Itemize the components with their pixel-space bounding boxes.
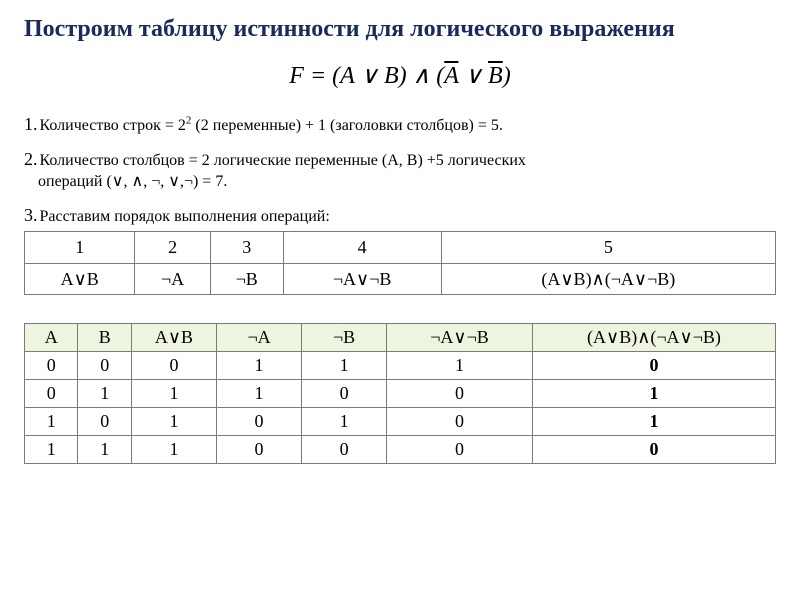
truth-cell: 1 — [78, 435, 131, 463]
step2-num: 2. — [24, 149, 38, 169]
step2-text-a: Количество столбцов = 2 логические перем… — [40, 152, 526, 169]
ops-cell: 5 — [441, 232, 775, 263]
formula-a: A — [340, 63, 354, 89]
formula-or: ∨ — [360, 63, 378, 89]
truth-cell: 0 — [25, 351, 78, 379]
steps-list: 1.Количество строк = 2 2 (2 переменные) +… — [24, 112, 776, 295]
truth-result-cell: 1 — [532, 407, 775, 435]
page-title: Построим таблицу истинности для логическ… — [24, 16, 776, 43]
truth-row: 1 0 1 0 1 0 1 — [25, 407, 776, 435]
truth-cell: 0 — [78, 407, 131, 435]
truth-cell: 0 — [387, 435, 533, 463]
step-3: 3.Расставим порядок выполнения операций:… — [24, 203, 776, 295]
truth-header: ¬A — [217, 323, 302, 351]
truth-header: ¬B — [302, 323, 387, 351]
step2-text-b: операций (∨, ∧, ¬, ∨,¬) = 7. — [24, 171, 776, 193]
ops-cell: A∨B — [25, 263, 135, 294]
step3-num: 3. — [24, 205, 38, 225]
truth-row: 1 1 1 0 0 0 0 — [25, 435, 776, 463]
truth-cell: 0 — [78, 351, 131, 379]
truth-cell: 0 — [387, 407, 533, 435]
truth-cell: 1 — [131, 407, 216, 435]
truth-cell: 1 — [302, 407, 387, 435]
ops-row-1: 1 2 3 4 5 — [25, 232, 776, 263]
truth-cell: 0 — [302, 379, 387, 407]
truth-cell: 1 — [131, 379, 216, 407]
truth-cell: 1 — [25, 435, 78, 463]
truth-result-cell: 1 — [532, 379, 775, 407]
step1-num: 1. — [24, 114, 38, 134]
truth-cell: 1 — [25, 407, 78, 435]
formula-b: B — [384, 63, 399, 89]
truth-cell: 1 — [217, 351, 302, 379]
truth-header: B — [78, 323, 131, 351]
truth-cell: 1 — [302, 351, 387, 379]
truth-cell: 0 — [217, 435, 302, 463]
operations-order-table: 1 2 3 4 5 A∨B ¬A ¬B ¬A∨¬B (A∨B)∧(¬A∨¬B) — [24, 231, 776, 295]
step-2: 2.Количество столбцов = 2 логические пер… — [24, 147, 776, 193]
formula-rp: ) — [399, 63, 407, 89]
truth-table: A B A∨B ¬A ¬B ¬A∨¬B (A∨B)∧(¬A∨¬B) 0 0 0 … — [24, 323, 776, 464]
ops-row-2: A∨B ¬A ¬B ¬A∨¬B (A∨B)∧(¬A∨¬B) — [25, 263, 776, 294]
formula-rp2: ) — [503, 63, 511, 89]
ops-cell: 3 — [210, 232, 283, 263]
formula-lhs: F — [289, 63, 304, 89]
ops-cell: ¬A — [135, 263, 210, 294]
ops-cell: 4 — [283, 232, 441, 263]
formula-abar: A — [444, 63, 458, 89]
truth-cell: 0 — [25, 379, 78, 407]
truth-row: 0 1 1 1 0 0 1 — [25, 379, 776, 407]
formula-eq: = — [310, 63, 326, 89]
truth-result-cell: 0 — [532, 351, 775, 379]
step3-text: Расставим порядок выполнения операций: — [40, 208, 330, 225]
ops-cell: (A∨B)∧(¬A∨¬B) — [441, 263, 775, 294]
truth-cell: 0 — [217, 407, 302, 435]
truth-cell: 1 — [78, 379, 131, 407]
formula: F = (A ∨ B) ∧ (A ∨ B) — [24, 61, 776, 90]
truth-header: ¬A∨¬B — [387, 323, 533, 351]
formula-bbar: B — [488, 63, 503, 89]
ops-cell: 2 — [135, 232, 210, 263]
truth-cell: 1 — [387, 351, 533, 379]
truth-cell: 1 — [131, 435, 216, 463]
step1-text-b: (2 переменные) + 1 (заголовки столбцов) … — [191, 117, 503, 134]
truth-cell: 0 — [131, 351, 216, 379]
truth-row: 0 0 0 1 1 1 0 — [25, 351, 776, 379]
truth-result-cell: 0 — [532, 435, 775, 463]
truth-header: (A∨B)∧(¬A∨¬B) — [532, 323, 775, 351]
truth-header: A∨B — [131, 323, 216, 351]
step-1: 1.Количество строк = 22 (2 переменные) +… — [24, 112, 776, 137]
ops-cell: ¬A∨¬B — [283, 263, 441, 294]
truth-cell: 0 — [387, 379, 533, 407]
truth-cell: 0 — [302, 435, 387, 463]
ops-cell: 1 — [25, 232, 135, 263]
formula-and: ∧ — [413, 63, 431, 89]
ops-cell: ¬B — [210, 263, 283, 294]
formula-or2: ∨ — [464, 63, 482, 89]
truth-header: A — [25, 323, 78, 351]
step1-text-a: Количество строк = 2 — [40, 117, 186, 134]
formula-lp: ( — [332, 63, 340, 89]
truth-header-row: A B A∨B ¬A ¬B ¬A∨¬B (A∨B)∧(¬A∨¬B) — [25, 323, 776, 351]
truth-cell: 1 — [217, 379, 302, 407]
